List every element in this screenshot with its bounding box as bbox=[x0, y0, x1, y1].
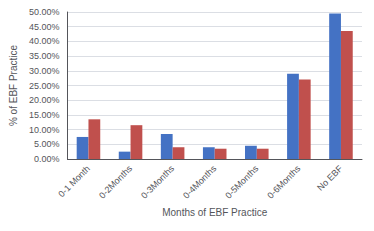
svg-text:% of EBF Practice: % of EBF Practice bbox=[8, 44, 19, 126]
svg-text:25.00%: 25.00% bbox=[29, 81, 60, 91]
svg-text:45.00%: 45.00% bbox=[29, 22, 60, 32]
svg-text:20.00%: 20.00% bbox=[29, 95, 60, 105]
svg-text:5.00%: 5.00% bbox=[34, 139, 60, 149]
svg-text:0-3Months: 0-3Months bbox=[139, 163, 176, 200]
svg-text:0-4Months: 0-4Months bbox=[181, 163, 218, 200]
svg-text:10.00%: 10.00% bbox=[29, 125, 60, 135]
svg-text:50.00%: 50.00% bbox=[29, 7, 60, 17]
svg-text:0-1 Month: 0-1 Month bbox=[56, 163, 92, 199]
svg-text:30.00%: 30.00% bbox=[29, 66, 60, 76]
svg-text:0-5Months: 0-5Months bbox=[223, 163, 260, 200]
svg-text:0.00%: 0.00% bbox=[34, 154, 60, 164]
svg-text:0-2Months: 0-2Months bbox=[97, 163, 134, 200]
svg-text:40.00%: 40.00% bbox=[29, 36, 60, 46]
svg-text:Months of EBF Practice: Months of EBF Practice bbox=[162, 207, 267, 218]
svg-text:0-6Months: 0-6Months bbox=[265, 163, 302, 200]
svg-text:No EBF: No EBF bbox=[315, 163, 345, 193]
svg-text:15.00%: 15.00% bbox=[29, 110, 60, 120]
svg-text:35.00%: 35.00% bbox=[29, 51, 60, 61]
